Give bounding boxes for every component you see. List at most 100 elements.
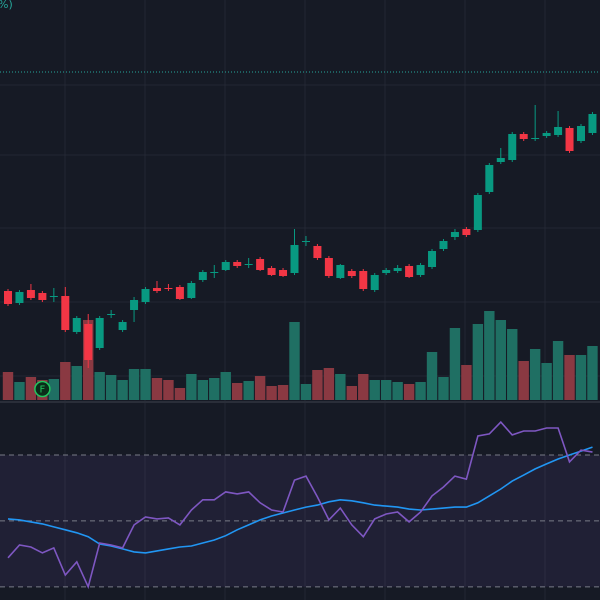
volume-bar bbox=[369, 380, 380, 400]
volume-bar bbox=[94, 372, 105, 400]
volume-bar bbox=[495, 320, 506, 400]
volume-bar bbox=[346, 386, 357, 400]
candle-body bbox=[279, 270, 288, 276]
candle-body bbox=[152, 288, 161, 291]
candle-body bbox=[164, 288, 173, 289]
volume-bar bbox=[541, 363, 552, 400]
candle-body bbox=[175, 287, 184, 299]
volume-bar bbox=[438, 377, 449, 400]
candle-body bbox=[84, 324, 93, 360]
candle-body bbox=[256, 259, 265, 270]
volume-bar bbox=[117, 380, 128, 400]
volume-bar bbox=[232, 383, 243, 400]
candle-body bbox=[428, 251, 437, 267]
volume-bar bbox=[380, 380, 392, 400]
volume-bar bbox=[392, 382, 403, 400]
volume-bar bbox=[151, 378, 163, 400]
volume-bar bbox=[14, 382, 25, 400]
candle-body bbox=[336, 265, 345, 278]
event-marker: F bbox=[34, 380, 51, 398]
volume-bar bbox=[289, 322, 300, 400]
volume-bar bbox=[358, 374, 369, 400]
volume-bar bbox=[254, 376, 266, 400]
candle-body bbox=[38, 293, 47, 300]
candle-body bbox=[118, 322, 127, 330]
candle-body bbox=[210, 272, 219, 273]
volume-bar bbox=[552, 341, 564, 400]
candle-body bbox=[577, 126, 585, 141]
volume-bar bbox=[300, 384, 312, 400]
volume-bar bbox=[415, 382, 426, 400]
candle-body bbox=[473, 195, 482, 230]
candle-body bbox=[141, 289, 150, 302]
candle-body bbox=[72, 318, 81, 332]
rsi-ma-line bbox=[7, 446, 593, 554]
volume-bar bbox=[529, 349, 541, 400]
candle-body bbox=[233, 262, 242, 266]
candle-body bbox=[4, 291, 12, 304]
candle-body bbox=[450, 232, 459, 237]
candle-body bbox=[267, 268, 276, 275]
candle-body bbox=[347, 271, 356, 276]
candle-body bbox=[462, 229, 471, 235]
candle-body bbox=[405, 266, 414, 277]
volume-bar bbox=[403, 384, 415, 400]
candle-body bbox=[416, 265, 425, 275]
candle-body bbox=[519, 134, 528, 139]
candle-body bbox=[496, 158, 505, 162]
candle-body bbox=[554, 127, 563, 135]
candle-body bbox=[542, 133, 551, 136]
volume-bar bbox=[449, 328, 461, 400]
legend-text: %) bbox=[0, 0, 13, 11]
volume-bar bbox=[426, 352, 438, 400]
volume-bar bbox=[186, 374, 197, 400]
volume-bar bbox=[71, 366, 82, 400]
volume-bar bbox=[25, 377, 37, 400]
volume-bar bbox=[518, 361, 529, 400]
candle-body bbox=[221, 262, 230, 270]
candle-body bbox=[313, 246, 322, 258]
candle-body bbox=[324, 258, 333, 276]
candle-body bbox=[26, 290, 35, 298]
volume-bar bbox=[266, 386, 277, 400]
candle-body bbox=[95, 318, 104, 348]
candle-body bbox=[359, 271, 368, 289]
candle-body bbox=[244, 264, 253, 265]
volume-bar bbox=[312, 370, 323, 400]
volume-bar bbox=[128, 369, 140, 400]
volume-bar bbox=[277, 385, 289, 400]
volume-bar bbox=[507, 329, 518, 400]
candle-body bbox=[393, 268, 402, 271]
candle-body bbox=[107, 314, 116, 315]
volume-bar bbox=[335, 374, 346, 400]
candle-body bbox=[485, 165, 494, 192]
candle-body bbox=[531, 138, 540, 139]
candle-body bbox=[61, 296, 70, 330]
candle-body bbox=[382, 270, 391, 273]
volume-bar bbox=[564, 355, 575, 400]
volume-bar bbox=[323, 368, 335, 400]
candle-body bbox=[588, 114, 597, 133]
candle-body bbox=[290, 245, 299, 273]
volume-bar bbox=[60, 362, 71, 400]
candle-body bbox=[187, 283, 196, 298]
event-marker-label: F bbox=[39, 385, 45, 396]
volume-bar bbox=[484, 311, 495, 400]
volume-bar bbox=[220, 372, 231, 400]
candle-body bbox=[15, 292, 24, 303]
volume-bar bbox=[587, 346, 598, 400]
volume-bar bbox=[2, 372, 14, 400]
volume-bar bbox=[461, 365, 472, 400]
candle-body bbox=[49, 296, 58, 297]
volume-bar bbox=[174, 388, 186, 400]
event-marker-circle bbox=[34, 380, 51, 398]
volume-bar bbox=[140, 369, 151, 400]
volume-bar bbox=[243, 381, 254, 400]
volume-bar bbox=[105, 375, 117, 400]
volume-bar bbox=[163, 380, 174, 400]
volume-bar bbox=[209, 378, 220, 400]
rsi-line bbox=[7, 420, 593, 590]
